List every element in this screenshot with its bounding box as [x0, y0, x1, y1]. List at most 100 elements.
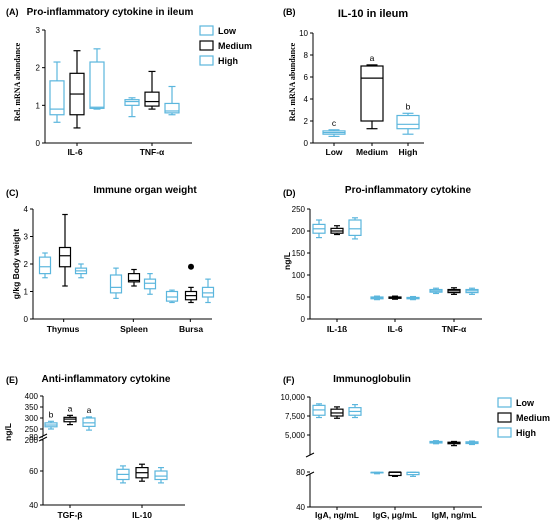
- panel-d-y-tick-label: 100: [292, 271, 306, 280]
- panel-c-box-medium: [184, 286, 198, 304]
- panel-c-y-tick-label: 4: [24, 205, 29, 214]
- legend-top-medium-swatch: [199, 40, 214, 51]
- panel-f: (F) Immunoglobulin 40805,0007,50010,000 …: [281, 374, 482, 520]
- panel-f-box-medium: [330, 406, 344, 419]
- panel-a-box-low: [124, 97, 140, 118]
- panel-f-box-high: [406, 471, 420, 477]
- panel-f-box-low: [370, 471, 384, 475]
- panel-b-y-axis-label: Rel. mRNA abundance: [288, 42, 297, 121]
- panel-c-y-tick-label: 3: [24, 233, 29, 242]
- panel-a-label: (A): [6, 7, 19, 17]
- legend-bottom: Low Medium High: [497, 397, 550, 438]
- legend-top-low-swatch: [199, 25, 214, 36]
- panel-a-box-medium: [69, 50, 85, 129]
- panel-f-box-high: [465, 440, 479, 446]
- legend-top: Low Medium High: [199, 25, 252, 66]
- panel-e-y-tick-label: 350: [25, 403, 39, 412]
- panel-b-category-high: High: [399, 147, 418, 157]
- panel-d-category-il6: IL-6: [387, 324, 402, 334]
- panel-e-significance-letter: a: [87, 405, 92, 415]
- legend-top-high-label: High: [218, 56, 238, 66]
- panel-c-category-thymus: Thymus: [47, 324, 80, 334]
- panel-e-y-tick-label: 80: [29, 433, 38, 442]
- panel-b-label: (B): [283, 7, 296, 17]
- panel-b-box-high: [396, 112, 420, 135]
- panel-b-box-low: [322, 129, 346, 137]
- panel-e-box-low: [44, 420, 58, 430]
- panel-b-y-tick-label: 0: [304, 139, 309, 148]
- panel-a-category-tnf: TNF-α: [140, 147, 165, 157]
- panel-e-significance-letter: a: [68, 403, 73, 413]
- legend-bottom-low-label: Low: [516, 398, 535, 408]
- panel-f-box-medium: [447, 440, 461, 447]
- panel-e-box-body: [154, 470, 168, 481]
- panel-a-y-tick-label: 1: [36, 101, 41, 110]
- panel-f-category-igm: IgM, ng/mL: [432, 510, 477, 520]
- panel-b-category-low: Low: [326, 147, 343, 157]
- legend-bottom-high-swatch: [497, 427, 512, 438]
- panel-f-label: (F): [283, 375, 295, 385]
- panel-a-y-axis-label: Rel. mRNA abundance: [13, 42, 22, 121]
- panel-c-box-body: [109, 274, 123, 294]
- panel-e-y-tick-label: 300: [25, 414, 39, 423]
- panel-c-y-axis-label: g/kg Body weight: [11, 229, 21, 300]
- panel-d-plot: 0 50 100 150 200 250: [292, 205, 482, 324]
- panel-b: (B) IL-10 in ileum Rel. mRNA abundance 0…: [283, 7, 424, 157]
- panel-c-box-high: [74, 263, 88, 279]
- panel-e-category-il10: IL-10: [132, 510, 152, 520]
- panel-c-box-body: [165, 290, 179, 302]
- panel-e-title: Anti-inflammatory cytokine: [42, 374, 171, 385]
- panel-f-y-tick-label: 7,500: [285, 412, 306, 421]
- panel-c-y-tick-label: 2: [24, 260, 29, 269]
- panel-d-box-medium: [330, 225, 344, 236]
- panel-a-box-high: [164, 85, 180, 116]
- panel-d: (D) Pro-inflammatory cytokine ng/L 0 50 10…: [282, 185, 482, 334]
- panel-d-box-high: [406, 295, 420, 301]
- panel-c-category-bursa: Bursa: [179, 324, 203, 334]
- panel-e-significance-letter: b: [49, 409, 54, 419]
- panel-d-category-il1b: IL-1ß: [327, 324, 347, 334]
- panel-a: (A) Pro-inflammatory cytokine in ileum R…: [6, 7, 193, 157]
- panel-d-y-tick-label: 200: [292, 227, 306, 236]
- panel-b-significance-letter: b: [406, 101, 411, 111]
- panel-a-box-body: [144, 91, 160, 107]
- panel-a-plot: 0 1 2 3: [36, 26, 192, 148]
- panel-e-label: (E): [6, 375, 18, 385]
- panel-d-y-axis-label: ng/L: [282, 252, 292, 270]
- panel-f-box-low: [429, 440, 443, 445]
- panel-d-y-tick-label: 50: [296, 293, 305, 302]
- legend-bottom-high-label: High: [516, 428, 536, 438]
- legend-bottom-low-swatch: [497, 397, 512, 408]
- panel-c-box-body: [143, 278, 157, 290]
- panel-a-box-medium: [144, 70, 160, 110]
- panel-c-outlier-point: [188, 263, 194, 270]
- panel-a-box-high: [89, 48, 105, 110]
- panel-f-y-tick-label: 10,000: [281, 393, 306, 402]
- panel-c-box-body: [127, 273, 141, 283]
- panel-a-box-body: [49, 80, 65, 116]
- panel-b-box-medium: [360, 64, 384, 130]
- panel-b-y-tick-label: 10: [299, 29, 308, 38]
- panel-c-box-body: [201, 286, 215, 298]
- panel-c-box-high: [143, 273, 157, 295]
- panel-d-category-tnf: TNF-α: [442, 324, 467, 334]
- panel-b-title: IL-10 in ileum: [338, 8, 409, 20]
- panel-c-category-spleen: Spleen: [120, 324, 148, 334]
- panel-b-y-tick-label: 8: [304, 51, 309, 60]
- panel-d-box-low: [312, 219, 326, 239]
- legend-top-medium-label: Medium: [218, 41, 252, 51]
- panel-b-category-medium: Medium: [356, 147, 389, 157]
- panel-d-box-high: [465, 287, 479, 295]
- legend-top-low-label: Low: [218, 26, 237, 36]
- panel-e-box-medium: [63, 414, 77, 426]
- panel-c-y-tick-label: 1: [24, 288, 29, 297]
- panel-c-title: Immune organ weight: [93, 185, 197, 196]
- panel-f-box-low: [312, 403, 326, 419]
- panel-d-box-medium: [388, 295, 402, 300]
- panel-f-axis-break-mark: [305, 471, 315, 477]
- panel-f-box-body: [388, 471, 402, 477]
- panel-a-box-low: [49, 61, 65, 123]
- panel-d-y-tick-label: 0: [301, 315, 306, 324]
- panel-d-box-high: [348, 217, 362, 240]
